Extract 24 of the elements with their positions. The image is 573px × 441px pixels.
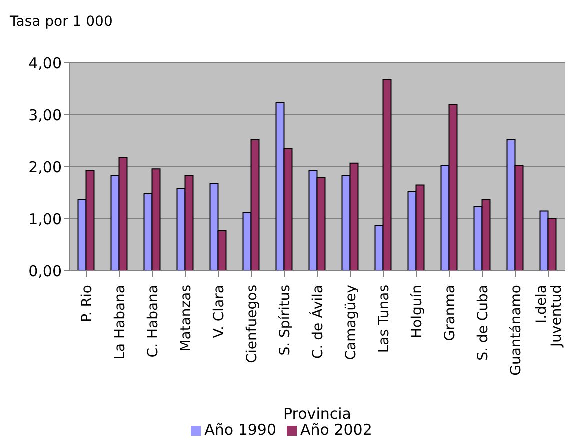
x-tick-label: C. Habana <box>146 285 162 358</box>
y-tick-label: 3,00 <box>28 106 62 124</box>
y-tick-label: 2,00 <box>28 158 62 176</box>
y-tick-label: 0,00 <box>28 262 62 280</box>
x-tick-label: S. Spíritus <box>278 285 294 356</box>
x-tick-label: C. de Ávila <box>310 285 326 360</box>
legend-label: Año 1990 <box>204 421 276 439</box>
y-tick-label: 4,00 <box>28 54 62 72</box>
x-tick-label: V. Clara <box>212 285 228 338</box>
x-tick-label: Granma <box>442 285 458 342</box>
x-tick-label: Guantánamo <box>508 285 524 376</box>
x-tick-label: Camagüey <box>344 285 360 360</box>
x-tick-label: Las Tunas <box>376 285 392 354</box>
x-tick-label: P. Rio <box>80 285 96 322</box>
x-tick-label: S. de Cuba <box>476 285 492 361</box>
x-tick-label: La Habana <box>112 285 128 360</box>
x-tick-label: Matanzas <box>178 285 194 352</box>
y-axis-title: Tasa por 1 000 <box>10 14 113 30</box>
x-axis-title: Provincia <box>284 405 352 423</box>
y-tick-label: 1,00 <box>28 210 62 228</box>
x-tick-label: I.dela Juventud <box>534 285 565 348</box>
x-tick-label: Holguín <box>410 285 426 339</box>
x-tick-label: Cienfuegos <box>244 285 260 364</box>
legend-label: Año 2002 <box>300 421 372 439</box>
